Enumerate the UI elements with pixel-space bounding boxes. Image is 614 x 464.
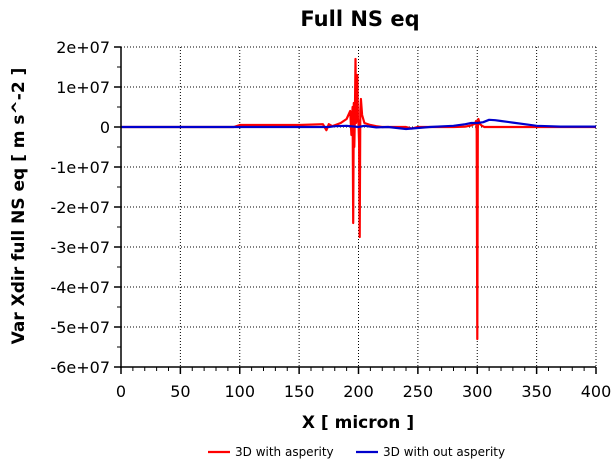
y-tick-label: -1e+07 — [50, 158, 110, 177]
axes: 2e+07 1e+07 0 -1e+07 -2e+07 -3e+07 -4e+07 -5e+0… — [50, 38, 611, 401]
series-layer — [121, 57, 596, 341]
x-tick-label: 150 — [284, 382, 315, 401]
x-tick-label: 250 — [403, 382, 434, 401]
y-tick-label: 0 — [100, 118, 110, 137]
x-tick-label: 300 — [462, 382, 493, 401]
y-tick-label: 2e+07 — [56, 38, 110, 57]
x-tick-label: 200 — [343, 382, 374, 401]
series-line-2 — [121, 118, 596, 131]
chart-title: Full NS eq — [300, 7, 419, 31]
series-line-1 — [121, 57, 596, 341]
legend-label-1: 3D with asperity — [235, 445, 334, 459]
legend: 3D with asperity 3D with out asperity — [208, 445, 505, 459]
x-tick-label: 0 — [116, 382, 126, 401]
x-tick-label: 50 — [170, 382, 190, 401]
y-tick-label: 1e+07 — [56, 78, 110, 97]
y-tick-label: -3e+07 — [50, 238, 110, 257]
x-tick-label: 100 — [224, 382, 255, 401]
y-axis-label: Var Xdir full NS eq [ m s^-2 ] — [9, 68, 29, 345]
legend-label-2: 3D with out asperity — [383, 445, 505, 459]
y-tick-label: -2e+07 — [50, 198, 110, 217]
y-tick-label: -6e+07 — [50, 358, 110, 377]
y-tick-label: -4e+07 — [50, 278, 110, 297]
x-axis-label: X [ micron ] — [302, 413, 414, 433]
y-tick-label: -5e+07 — [50, 318, 110, 337]
x-tick-label: 400 — [581, 382, 612, 401]
x-tick-label: 350 — [521, 382, 552, 401]
